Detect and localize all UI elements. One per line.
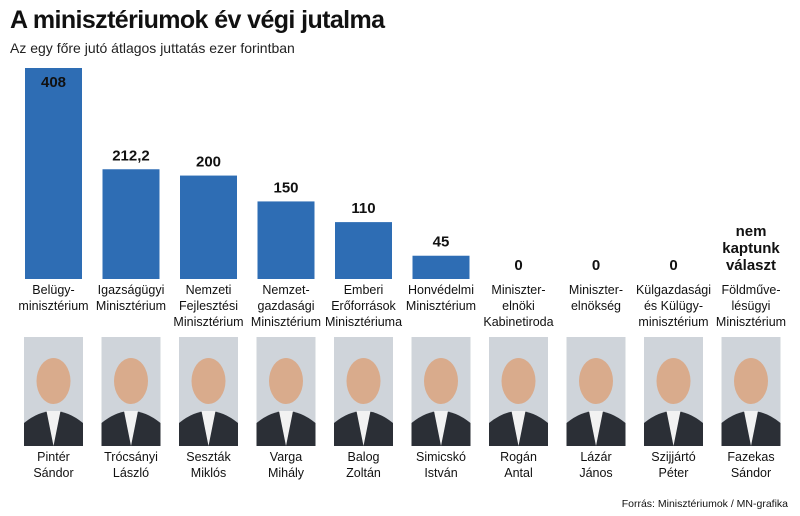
person-name: Rogán Antal xyxy=(500,450,537,480)
data-label: 110 xyxy=(351,200,375,217)
person-portrait-icon xyxy=(24,337,83,446)
bar xyxy=(335,222,392,279)
person-portrait-icon xyxy=(179,337,238,446)
data-label: 0 xyxy=(669,257,677,274)
face-shape xyxy=(269,358,303,404)
category-label: Igazságügyi Minisztérium xyxy=(96,283,166,313)
shirt-collar xyxy=(511,411,526,446)
shirt-collar xyxy=(124,411,138,446)
chart-title: A minisztériumok év végi jutalma xyxy=(10,6,385,34)
bar xyxy=(102,169,160,279)
category-label: Nemzeti Fejlesztési Minisztérium xyxy=(173,283,243,329)
category-label: Földműve-lésügyi Minisztérium xyxy=(716,283,786,329)
person-name: Trócsányi László xyxy=(104,450,158,480)
person-name: Lázár János xyxy=(579,450,612,480)
person-portrait-icon xyxy=(566,337,626,446)
person-name: Pintér Sándor xyxy=(33,450,73,480)
person-name: Balog Zoltán xyxy=(346,450,381,480)
data-label: 0 xyxy=(592,257,600,274)
face-shape xyxy=(656,358,691,404)
person-name: Varga Mihály xyxy=(268,450,305,480)
shirt-collar xyxy=(201,411,216,446)
shirt-collar xyxy=(46,411,61,446)
face-shape xyxy=(191,358,226,404)
shirt-collar xyxy=(666,411,681,446)
face-shape xyxy=(579,358,613,404)
bar xyxy=(412,255,470,279)
face-shape xyxy=(424,358,458,404)
person-name: Szijjártó Péter xyxy=(651,450,696,480)
shirt-collar xyxy=(744,411,758,446)
data-label: nem kaptunk választ xyxy=(722,223,780,274)
data-label: 200 xyxy=(196,154,221,171)
person-portrait-icon xyxy=(334,337,393,446)
bar xyxy=(25,68,82,279)
chart-subtitle: Az egy főre jutó átlagos juttatás ezer f… xyxy=(10,40,295,56)
shirt-collar xyxy=(434,411,448,446)
person-portrait-icon xyxy=(411,337,471,446)
person-portrait-icon xyxy=(721,337,781,446)
face-shape xyxy=(734,358,768,404)
category-label: Honvédelmi Minisztérium xyxy=(406,283,476,313)
data-label: 150 xyxy=(273,179,298,196)
data-label: 212,2 xyxy=(112,147,150,164)
category-label: Miniszter-elnökség xyxy=(569,283,623,313)
face-shape xyxy=(346,358,381,404)
category-label: Külgazdasági és Külügy-minisztérium xyxy=(636,283,711,329)
face-shape xyxy=(501,358,536,404)
bar xyxy=(257,201,315,279)
person-portrait-icon xyxy=(256,337,316,446)
person-name: Simicskó István xyxy=(416,450,466,480)
shirt-collar xyxy=(356,411,371,446)
category-label: Nemzet-gazdasági Minisztérium xyxy=(251,283,321,329)
bar xyxy=(180,175,237,279)
category-label: Emberi Erőforrások Minisztériuma xyxy=(325,283,402,329)
data-label: 0 xyxy=(514,257,522,274)
person-portrait-icon xyxy=(101,337,161,446)
data-label: 45 xyxy=(433,234,450,251)
face-shape xyxy=(36,358,71,404)
person-portrait-icon xyxy=(644,337,703,446)
shirt-collar xyxy=(589,411,603,446)
shirt-collar xyxy=(279,411,293,446)
source-note: Forrás: Minisztériumok / MN-grafika xyxy=(621,498,788,510)
person-name: Fazekas Sándor xyxy=(727,450,774,480)
face-shape xyxy=(114,358,148,404)
category-label: Belügy-minisztérium xyxy=(18,283,88,313)
data-label: 408 xyxy=(41,74,66,91)
person-name: Seszták Miklós xyxy=(186,450,231,480)
category-label: Miniszter-elnöki Kabinetiroda xyxy=(483,283,553,329)
person-portrait-icon xyxy=(489,337,548,446)
